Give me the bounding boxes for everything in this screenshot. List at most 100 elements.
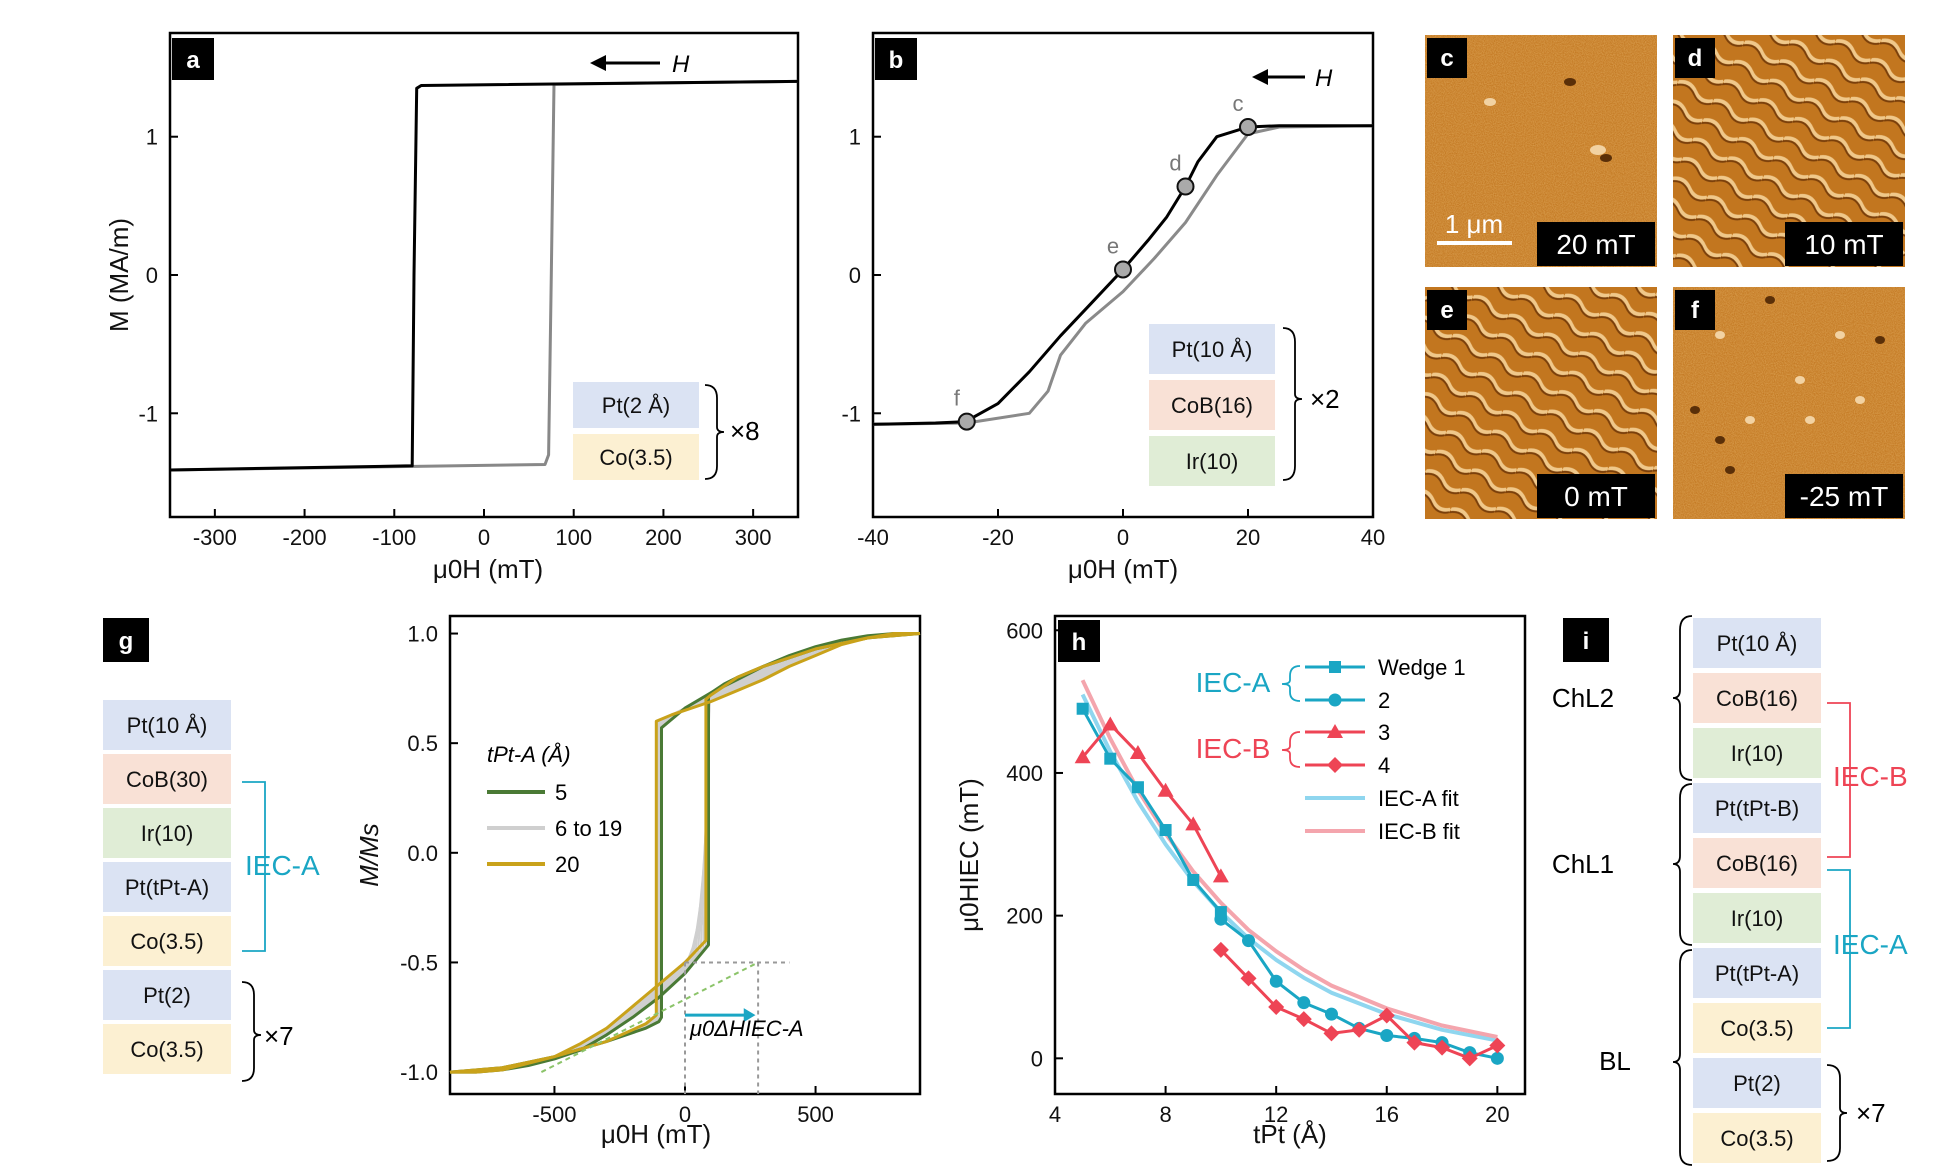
intermediate-loop bbox=[449, 632, 900, 1074]
field-arrow-head bbox=[590, 55, 606, 71]
data-point bbox=[1102, 716, 1119, 731]
mfm-skyrmion bbox=[1745, 416, 1755, 424]
layer-label: Co(3.5) bbox=[1720, 1126, 1793, 1151]
panel-i-label: i bbox=[1583, 628, 1590, 655]
x-tick-label: 16 bbox=[1375, 1102, 1399, 1127]
layer-box bbox=[1149, 380, 1275, 430]
repeat-bracket bbox=[1826, 1064, 1848, 1162]
legend-marker bbox=[1329, 661, 1341, 673]
legend-label: 20 bbox=[555, 852, 579, 877]
panel-a-xlabel: μ0H (mT) bbox=[433, 554, 543, 584]
panel-g: g Pt(10 Å) CoB(30) Ir(10) Pt(tPt-A) Co(3.5) P… bbox=[103, 614, 922, 1149]
data-point bbox=[1461, 1050, 1478, 1067]
data-point bbox=[1297, 996, 1311, 1010]
image-f-label-box bbox=[1675, 290, 1715, 330]
fit-line bbox=[1080, 679, 1498, 1039]
image-d-field: 10 mT bbox=[1804, 229, 1883, 260]
image-d-field-box bbox=[1785, 222, 1903, 266]
legend-label: 5 bbox=[555, 780, 567, 805]
image-e-field: 0 mT bbox=[1564, 481, 1628, 512]
mfm-image-d: d 10 mT bbox=[1673, 35, 1905, 267]
data-point bbox=[1268, 998, 1285, 1015]
iec-a-label: IEC-A bbox=[1833, 929, 1908, 960]
layer-label: Ir(10) bbox=[1731, 906, 1784, 931]
layer-box bbox=[1693, 783, 1821, 833]
data-point bbox=[1159, 824, 1172, 837]
layer-label: CoB(16) bbox=[1716, 686, 1798, 711]
x-tick-label: -300 bbox=[193, 525, 237, 550]
y-tick-label: 400 bbox=[1006, 761, 1043, 786]
data-point bbox=[1351, 1021, 1368, 1038]
repeat-label: ×7 bbox=[264, 1021, 294, 1051]
mfm-image-e: e 0 mT bbox=[1425, 287, 1657, 519]
legend-marker bbox=[1328, 693, 1342, 707]
layer-box bbox=[103, 970, 231, 1020]
mfm-skyrmion bbox=[1690, 406, 1700, 414]
linear-extrapolation bbox=[540, 961, 759, 1073]
image-e-label: e bbox=[1440, 297, 1453, 324]
data-point bbox=[1076, 702, 1089, 715]
x-tick-label: -40 bbox=[857, 525, 889, 550]
legend-bracket-iec-b bbox=[1281, 731, 1301, 768]
panel-h-label: h bbox=[1072, 629, 1087, 656]
layer-label: Ir(10) bbox=[1731, 741, 1784, 766]
y-tick-label: 0.0 bbox=[407, 841, 438, 866]
hysteresis-branch bbox=[450, 632, 921, 1074]
data-point bbox=[1214, 912, 1228, 926]
layer-label: Pt(2) bbox=[143, 983, 191, 1008]
data-point bbox=[1240, 970, 1257, 987]
x-tick-label: 40 bbox=[1361, 525, 1385, 550]
state-marker bbox=[1239, 118, 1257, 137]
repeat-label: ×2 bbox=[1310, 384, 1340, 414]
mfm-skyrmion bbox=[1715, 331, 1725, 339]
state-marker bbox=[1176, 177, 1195, 196]
image-e-label-box bbox=[1427, 290, 1467, 330]
mfm-skyrmion bbox=[1855, 396, 1865, 404]
panel-g-label: g bbox=[119, 628, 134, 655]
intermediate-loop bbox=[470, 632, 921, 1074]
field-arrow-label: H bbox=[1315, 65, 1333, 92]
layer-box bbox=[573, 434, 699, 480]
y-tick-label: 0 bbox=[849, 263, 861, 288]
x-tick-label: 4 bbox=[1049, 1102, 1061, 1127]
layer-box bbox=[1149, 436, 1275, 486]
panel-i-label-box bbox=[1563, 618, 1609, 662]
data-point bbox=[1104, 752, 1117, 765]
mfm-bubble bbox=[1564, 78, 1576, 86]
panel-h-ylabel: μ0HIEC (mT) bbox=[954, 778, 984, 932]
layer-label: Pt(tPt-B) bbox=[1715, 796, 1799, 821]
panel-b-label: b bbox=[889, 47, 904, 74]
legend-label: 2 bbox=[1378, 688, 1390, 713]
repeat-bracket bbox=[241, 981, 262, 1082]
data-point bbox=[1269, 974, 1283, 988]
mfm-skyrmion bbox=[1795, 376, 1805, 384]
layer-label: Pt(10 Å) bbox=[127, 713, 208, 738]
layer-label: Co(3.5) bbox=[1720, 1016, 1793, 1041]
panel-h-frame bbox=[1053, 614, 1527, 1096]
mfm-bubble bbox=[1600, 154, 1612, 162]
y-tick-label: -1.0 bbox=[400, 1060, 438, 1085]
x-tick-label: 0 bbox=[679, 1102, 691, 1127]
mfm-image-f: f -25 mT bbox=[1673, 287, 1905, 519]
group-label-chl2: ChL2 bbox=[1552, 683, 1614, 713]
data-point bbox=[1406, 1034, 1423, 1051]
layer-label: Ir(10) bbox=[1186, 449, 1239, 474]
layer-box bbox=[1693, 728, 1821, 778]
state-marker-label: c bbox=[1233, 91, 1244, 116]
state-marker bbox=[1114, 260, 1132, 279]
repeat-label: ×7 bbox=[1856, 1098, 1886, 1128]
panel-g-ylabel: M/Ms bbox=[354, 823, 384, 887]
field-arrow-head bbox=[1252, 69, 1268, 85]
x-tick-label: -100 bbox=[372, 525, 416, 550]
x-tick-label: -200 bbox=[283, 525, 327, 550]
legend-title: tPt-A (Å) bbox=[487, 742, 571, 767]
repeat-label: ×8 bbox=[730, 416, 760, 446]
mfm-skyrmion bbox=[1715, 436, 1725, 444]
panel-b-label-box bbox=[875, 38, 917, 80]
layer-label: CoB(16) bbox=[1171, 393, 1253, 418]
intermediate-loop bbox=[449, 632, 909, 1074]
x-tick-label: -500 bbox=[532, 1102, 576, 1127]
image-f-field-box bbox=[1785, 474, 1903, 518]
